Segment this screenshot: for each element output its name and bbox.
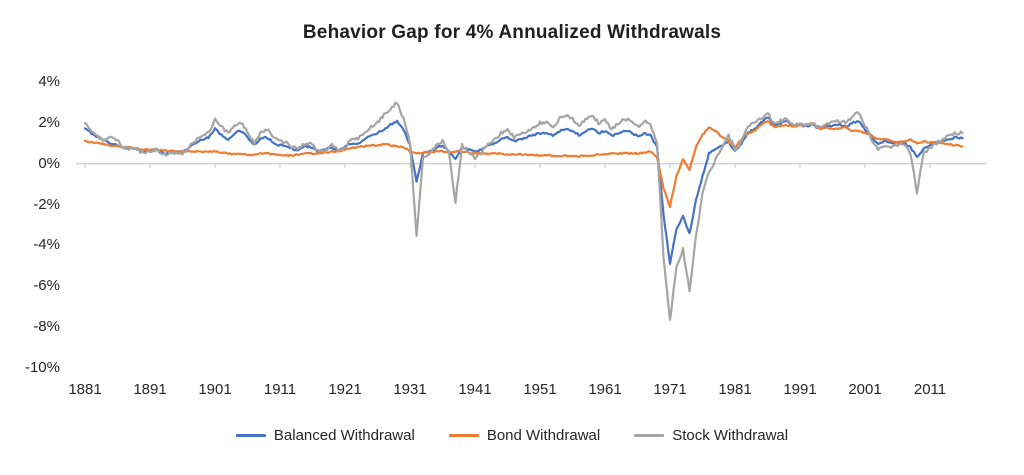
legend-line-swatch [634,434,665,437]
x-tick-label: 1991 [783,381,817,398]
legend-line-swatch [448,434,479,437]
legend-item-balanced-withdrawal: Balanced Withdrawal [235,427,415,444]
x-tick-label: 1891 [133,381,167,398]
x-tick-label: 1881 [68,381,102,398]
series-line-stock-withdrawal [83,101,964,321]
series-line-balanced-withdrawal [83,116,964,265]
legend-item-stock-withdrawal: Stock Withdrawal [634,427,788,444]
y-tick-label: 2% [38,113,60,131]
legend-label: Balanced Withdrawal [273,427,415,444]
y-tick-label: -2% [33,195,60,213]
x-tick-label: 1961 [588,381,622,398]
y-tick-label: -10% [24,359,60,376]
x-tick-label: 1911 [263,381,297,398]
legend-item-bond-withdrawal: Bond Withdrawal [448,427,601,444]
legend-label: Bond Withdrawal [486,427,601,444]
y-tick-label: 0% [38,154,60,172]
x-tick-label: 1971 [653,381,687,398]
x-tick-label: 2011 [913,381,947,398]
chart-title: Behavior Gap for 4% Annualized Withdrawa… [302,22,722,43]
x-tick-label: 1901 [198,381,232,398]
x-tick-label: 1981 [718,381,752,398]
y-tick-label: 4% [38,73,60,90]
legend: Balanced Withdrawal Bond Withdrawal Stock … [0,427,1024,444]
legend-line-swatch [235,434,266,437]
y-tick-label: -4% [33,236,60,254]
x-tick-label: 2001 [848,381,882,398]
y-tick-label: -6% [33,277,60,295]
legend-label: Stock Withdrawal [672,427,789,444]
x-tick-label: 1941 [458,381,492,398]
x-tick-label: 1951 [523,381,557,398]
x-tick-label: 1931 [393,381,427,398]
x-tick-label: 1921 [328,381,362,398]
y-tick-label: -8% [33,318,60,336]
